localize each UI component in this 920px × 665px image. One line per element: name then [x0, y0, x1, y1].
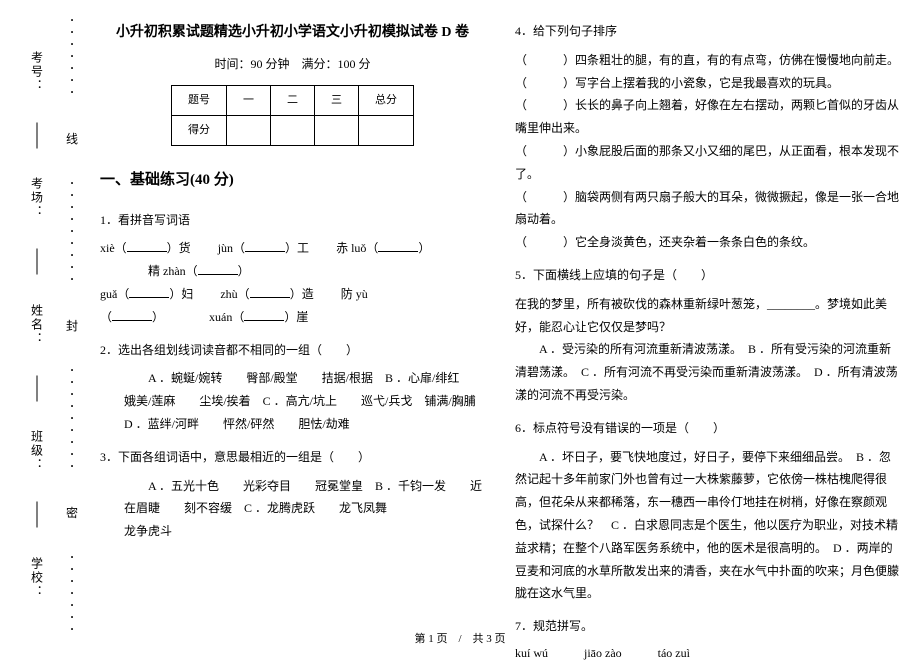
mark-feng: 封	[66, 317, 78, 334]
q1-line2: 精 zhàn（）	[100, 260, 485, 283]
td: 得分	[172, 116, 227, 146]
q4-s6: （ ）它全身淡黄色，还夹杂着一条条白色的条纹。	[515, 231, 900, 254]
td	[315, 116, 359, 146]
q1-stem: 1．看拼音写词语	[100, 209, 485, 232]
q4-s5: （ ）脑袋两侧有两只扇子般大的耳朵，微微撅起，像是一张一合地扇动着。	[515, 186, 900, 232]
th: 三	[315, 86, 359, 116]
q6-stem: 6．标点符号没有错误的一项是（ ）	[515, 417, 900, 440]
q4-s2: （ ）写字台上摆着我的小瓷象，它是我最喜欢的玩具。	[515, 72, 900, 95]
side-line	[37, 122, 38, 148]
th: 题号	[172, 86, 227, 116]
table-row: 得分	[172, 116, 414, 146]
page-content: 小升初积累试题精选小升初小学语文小升初模拟试卷 D 卷 时间：90 分钟 满分：…	[100, 20, 900, 640]
q5-opts: A ．受污染的所有河流重新清波荡漾。 B ．所有受污染的河流重新清碧荡漾。 C …	[515, 338, 900, 406]
th: 一	[227, 86, 271, 116]
score-table: 题号 一 二 三 总分 得分	[171, 85, 414, 146]
q4-stem: 4．给下列句子排序	[515, 20, 900, 43]
section-1-heading: 一、基础练习(40 分)	[100, 166, 485, 195]
q5: 5．下面横线上应填的句子是（ ） 在我的梦里，所有被砍伐的森林重新绿叶葱笼，__…	[515, 264, 900, 407]
q6: 6．标点符号没有错误的一项是（ ） A ．坏日子，要飞快地度过，好日子，要停下来…	[515, 417, 900, 605]
side-line	[37, 375, 38, 401]
q1-line1: xiè（）货 jùn（）工 赤 luǒ（）	[100, 237, 485, 260]
th: 总分	[359, 86, 414, 116]
dots: •••••••••	[71, 180, 74, 284]
q3-stem: 3．下面各组词语中，意思最相近的一组是（ ）	[100, 446, 485, 469]
td	[227, 116, 271, 146]
q6-opts: A ．坏日子，要飞快地度过，好日子，要停下来细细品尝。 B ．忽然记起十多年前家…	[515, 446, 900, 606]
q5-body: 在我的梦里，所有被砍伐的森林重新绿叶葱笼，________。梦境如此美好，能忍心…	[515, 293, 900, 339]
q2-stem: 2．选出各组划线词读音都不相同的一组（ ）	[100, 339, 485, 362]
side-label-room: 考场：	[29, 177, 46, 219]
mark-xian: 线	[66, 130, 78, 147]
side-label-class: 班级：	[29, 430, 46, 472]
exam-subtitle: 时间：90 分钟 满分：100 分	[100, 53, 485, 76]
q4-s3: （ ）长长的鼻子向上翘着，好像在左右摆动，两颗匕首似的牙齿从嘴里伸出来。	[515, 94, 900, 140]
th: 二	[271, 86, 315, 116]
td	[359, 116, 414, 146]
q4: 4．给下列句子排序 （ ）四条粗壮的腿，有的直，有的有点弯，仿佛在慢慢地向前走。…	[515, 20, 900, 254]
q4-s1: （ ）四条粗壮的腿，有的直，有的有点弯，仿佛在慢慢地向前走。	[515, 49, 900, 72]
right-column: 4．给下列句子排序 （ ）四条粗壮的腿，有的直，有的有点弯，仿佛在慢慢地向前走。…	[515, 20, 900, 640]
td	[271, 116, 315, 146]
dots: •••••••	[71, 554, 74, 634]
exam-side-labels: 考号： 考场： 姓名： 班级： 学校：	[22, 0, 52, 650]
q3-opts: A ．五光十色 光彩夺目 冠冕堂皇 B ．千钧一发 近在眉睫 刻不容缓 C ．龙…	[124, 475, 485, 543]
mark-mi: 密	[66, 504, 78, 521]
q1: 1．看拼音写词语 xiè（）货 jùn（）工 赤 luǒ（） 精 zhàn（） …	[100, 209, 485, 329]
side-label-name: 姓名：	[29, 304, 46, 346]
dots: •••••••••	[71, 367, 74, 471]
side-line	[37, 249, 38, 275]
q4-s4: （ ）小象屁股后面的那条又小又细的尾巴，从正面看，根本发现不了。	[515, 140, 900, 186]
dots: •••••••	[71, 17, 74, 97]
q1-line3: guǎ（）妇 zhù（）造 防 yù	[100, 283, 485, 306]
q2: 2．选出各组划线词读音都不相同的一组（ ） A ．蜿蜒/婉转 臀部/殿堂 拮据/…	[100, 339, 485, 436]
q3: 3．下面各组词语中，意思最相近的一组是（ ） A ．五光十色 光彩夺目 冠冕堂皇…	[100, 446, 485, 543]
q1-line4: （） xuán（）崖	[100, 306, 485, 329]
binding-strip: ••••••• 线 ••••••••• 封 ••••••••• 密 ••••••…	[60, 0, 84, 650]
side-line	[37, 502, 38, 528]
page-footer: 第 1 页 / 共 3 页	[0, 630, 920, 646]
q2-opts: A ．蜿蜒/婉转 臀部/殿堂 拮据/根据 B ．心扉/绯红 娥美/莲麻 尘埃/挨…	[124, 367, 485, 435]
table-row: 题号 一 二 三 总分	[172, 86, 414, 116]
side-label-examno: 考号：	[29, 51, 46, 93]
side-label-school: 学校：	[29, 557, 46, 599]
q5-stem: 5．下面横线上应填的句子是（ ）	[515, 264, 900, 287]
exam-title: 小升初积累试题精选小升初小学语文小升初模拟试卷 D 卷	[100, 20, 485, 47]
left-column: 小升初积累试题精选小升初小学语文小升初模拟试卷 D 卷 时间：90 分钟 满分：…	[100, 20, 485, 640]
